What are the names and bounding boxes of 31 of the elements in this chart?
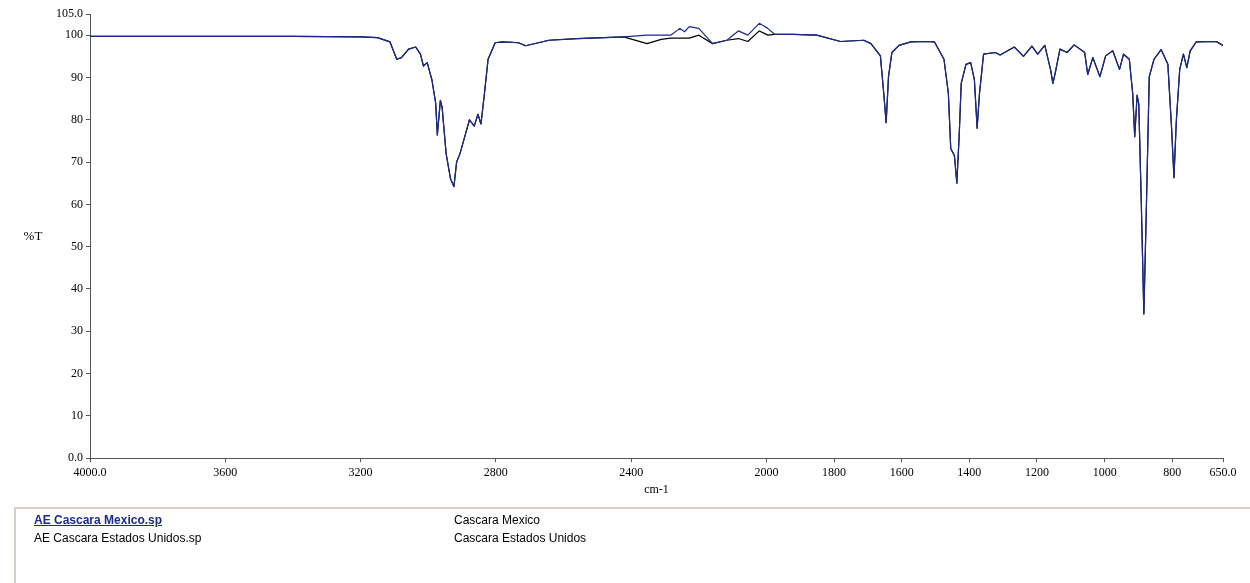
- x-tick-label: 800: [1163, 464, 1182, 479]
- y-tick-label: 0.0: [68, 450, 83, 465]
- x-tick-label: 1200: [1024, 464, 1049, 479]
- y-tick-label: 10: [71, 408, 83, 423]
- x-tick-label: 1000: [1092, 464, 1117, 479]
- x-tick-label: 4000.0: [73, 464, 107, 479]
- x-tick-label: 1600: [889, 464, 914, 479]
- text: AE Cascara Mexico.sp: [34, 513, 163, 527]
- y-tick-label: 90: [71, 69, 83, 84]
- x-tick-label: 1400: [957, 464, 982, 479]
- x-axis-title: cm-1: [644, 481, 669, 496]
- x-tick-label: 3200: [348, 464, 373, 479]
- y-tick-label: 80: [71, 111, 83, 126]
- x-tick-label: 3600: [213, 464, 238, 479]
- x-tick-label: 2400: [619, 464, 644, 479]
- y-tick-label: 100: [65, 27, 83, 42]
- text: AE Cascara Estados Unidos.sp: [34, 531, 202, 545]
- y-tick-label: 30: [71, 323, 83, 338]
- y-tick-label: 50: [71, 238, 83, 253]
- y-axis-title: %T: [23, 227, 43, 243]
- text: Cascara Estados Unidos: [454, 531, 587, 545]
- y-tick-label: 70: [71, 154, 83, 169]
- y-tick-label: 20: [71, 365, 83, 380]
- y-tick-label: 40: [71, 281, 83, 296]
- x-tick-label: 2000: [754, 464, 779, 479]
- x-tick-label: 650.0: [1209, 464, 1237, 479]
- text: Cascara Mexico: [454, 513, 541, 527]
- y-tick-label: 60: [71, 196, 83, 211]
- x-tick-label: 2800: [483, 464, 508, 479]
- x-tick-label: 1800: [822, 464, 847, 479]
- y-tick-label: 105.0: [56, 6, 83, 21]
